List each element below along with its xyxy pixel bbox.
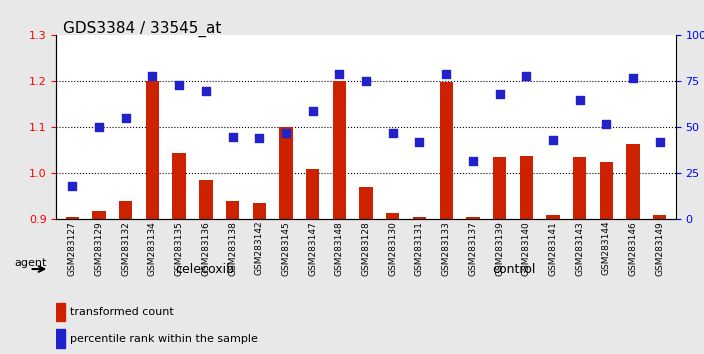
- Point: [494, 91, 505, 97]
- Text: GDS3384 / 33545_at: GDS3384 / 33545_at: [63, 21, 222, 38]
- Bar: [119, 201, 132, 219]
- Point: [147, 73, 158, 79]
- Bar: [172, 153, 186, 219]
- Bar: [466, 217, 479, 219]
- Text: celecoxib: celecoxib: [175, 263, 234, 275]
- Point: [307, 108, 318, 114]
- Bar: [56, 329, 65, 348]
- Bar: [146, 81, 159, 219]
- Bar: [627, 143, 640, 219]
- Bar: [546, 215, 560, 219]
- Bar: [493, 157, 506, 219]
- Point: [227, 134, 238, 139]
- Point: [253, 136, 265, 141]
- Bar: [253, 203, 266, 219]
- Point: [387, 130, 398, 136]
- Point: [360, 79, 372, 84]
- Point: [173, 82, 184, 88]
- Point: [521, 73, 532, 79]
- Text: agent: agent: [15, 258, 46, 268]
- Point: [441, 71, 452, 77]
- Text: transformed count: transformed count: [70, 307, 174, 317]
- Bar: [65, 217, 79, 219]
- Bar: [520, 156, 533, 219]
- Point: [67, 183, 78, 189]
- Text: percentile rank within the sample: percentile rank within the sample: [70, 334, 258, 344]
- Bar: [653, 215, 667, 219]
- Bar: [306, 169, 320, 219]
- Bar: [413, 217, 426, 219]
- Point: [654, 139, 665, 145]
- Bar: [573, 157, 586, 219]
- Bar: [386, 212, 399, 219]
- Bar: [92, 211, 106, 219]
- Bar: [439, 82, 453, 219]
- Point: [94, 125, 105, 130]
- Point: [627, 75, 639, 81]
- Bar: [56, 303, 65, 321]
- Bar: [199, 180, 213, 219]
- Text: control: control: [493, 263, 536, 275]
- Point: [574, 97, 585, 103]
- Bar: [360, 187, 372, 219]
- Bar: [226, 201, 239, 219]
- Point: [334, 71, 345, 77]
- Bar: [333, 81, 346, 219]
- Bar: [600, 162, 613, 219]
- Point: [280, 130, 291, 136]
- Point: [414, 139, 425, 145]
- Point: [200, 88, 211, 93]
- Point: [467, 158, 479, 164]
- Point: [548, 137, 559, 143]
- Bar: [279, 127, 293, 219]
- Point: [120, 115, 132, 121]
- Point: [601, 121, 612, 127]
